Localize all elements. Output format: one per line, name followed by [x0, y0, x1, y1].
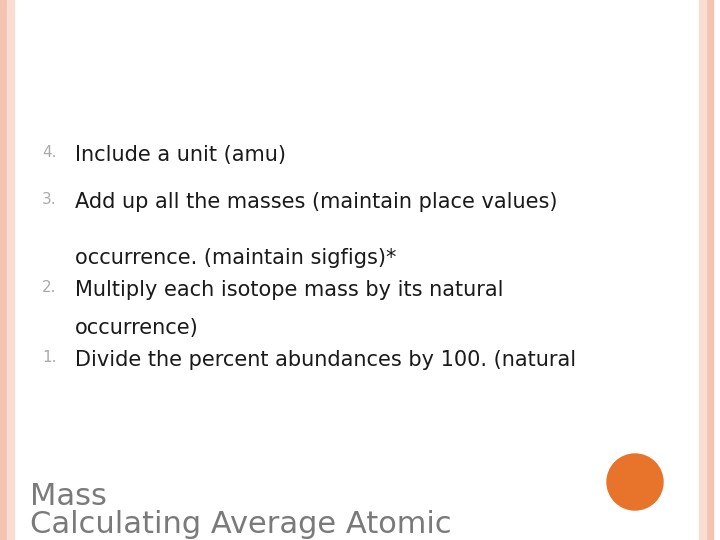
- Text: 3.: 3.: [42, 192, 57, 207]
- Text: Add up all the masses (maintain place values): Add up all the masses (maintain place va…: [75, 192, 557, 212]
- Bar: [706, 0, 713, 540]
- Text: Include a unit (amu): Include a unit (amu): [75, 145, 286, 165]
- Text: 1.: 1.: [42, 350, 56, 365]
- Text: Multiply each isotope mass by its natural: Multiply each isotope mass by its natura…: [75, 280, 503, 300]
- Bar: [699, 0, 706, 540]
- Bar: [0, 0, 7, 540]
- Text: occurrence. (maintain sigfigs)*: occurrence. (maintain sigfigs)*: [75, 248, 397, 268]
- Text: Calculating Average Atomic: Calculating Average Atomic: [30, 510, 451, 539]
- Text: Divide the percent abundances by 100. (natural: Divide the percent abundances by 100. (n…: [75, 350, 576, 370]
- Text: 2.: 2.: [42, 280, 56, 295]
- Text: 4.: 4.: [42, 145, 56, 160]
- Circle shape: [607, 454, 663, 510]
- Text: Mass: Mass: [30, 482, 107, 511]
- Bar: [7, 0, 14, 540]
- Text: occurrence): occurrence): [75, 318, 199, 338]
